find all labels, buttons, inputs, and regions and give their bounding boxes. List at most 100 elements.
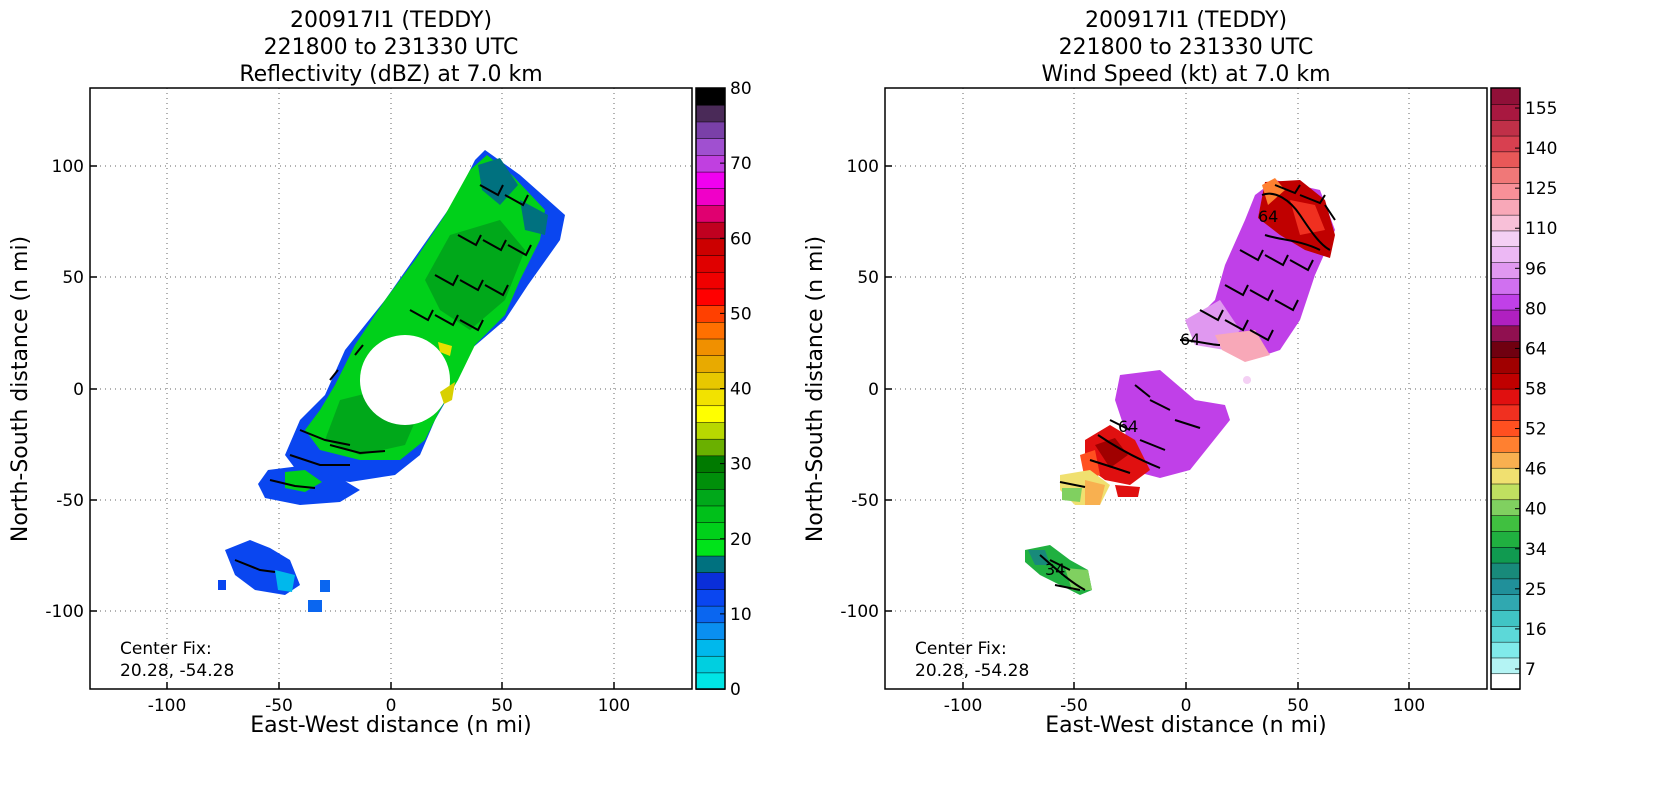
- colorbar-segment: [1490, 578, 1521, 595]
- y-tick-label: -100: [45, 602, 84, 622]
- colorbar-segment: [1490, 119, 1521, 137]
- y-tick-label: -50: [851, 491, 879, 511]
- colorbar-segment: [1490, 514, 1521, 532]
- x-tick-label: -50: [1060, 696, 1088, 716]
- colorbar-segment: [1490, 182, 1521, 200]
- reflectivity-colorbar-labels: 0 10 20 30 40 50 60 70 80: [720, 79, 752, 700]
- wind-barb: [1274, 184, 1301, 195]
- wind-ylabel: North-South distance (n mi): [803, 236, 828, 542]
- colorbar-segment: [695, 187, 726, 206]
- contour-64: [1261, 192, 1331, 251]
- wind-field: [1025, 178, 1335, 595]
- x-tick-label: -100: [148, 696, 187, 716]
- colorbar-segment: [1490, 609, 1521, 627]
- contour-34: [1039, 554, 1086, 591]
- reflectivity-teal: [478, 158, 518, 205]
- colorbar-segment: [695, 388, 726, 407]
- wind-barb: [1109, 419, 1131, 431]
- colorbar-segment: [1490, 404, 1521, 421]
- wind-barb: [1054, 584, 1081, 591]
- wind-barb: [459, 319, 484, 332]
- wind-barb: [484, 284, 509, 297]
- wind-xticklabels: -100 -50 0 50 100: [944, 696, 1426, 716]
- reflectivity-eye: [360, 335, 450, 425]
- colorbar-segment: [695, 471, 726, 490]
- wind-barb: [299, 429, 351, 446]
- colorbar-tick-label: 155: [1525, 99, 1557, 119]
- colorbar-segment: [1490, 641, 1521, 659]
- colorbar-segment: [695, 354, 726, 373]
- colorbar-tick-label: 16: [1525, 620, 1547, 640]
- colorbar-tick-label: 7: [1525, 660, 1536, 680]
- wind-colorbar: [1490, 87, 1521, 690]
- colorbar-segment: [695, 221, 726, 240]
- colorbar-segment: [695, 238, 726, 256]
- x-tick-label: 0: [1181, 696, 1192, 716]
- wind-barb: [1224, 284, 1249, 297]
- colorbar-segment: [1490, 245, 1521, 263]
- reflectivity-eyewall-yellow: [438, 342, 452, 356]
- wind-red-patch: [1115, 485, 1140, 497]
- reflectivity-ticks: [90, 165, 615, 689]
- wind-barb: [1274, 299, 1299, 312]
- colorbar-segment: [1490, 435, 1521, 453]
- wind-barb: [1249, 289, 1274, 302]
- colorbar-segment: [695, 104, 726, 123]
- colorbar-segment: [695, 438, 726, 457]
- wind-pink: [1215, 330, 1270, 362]
- colorbar-tick-label: 40: [730, 380, 752, 400]
- colorbar-segment: [1490, 530, 1521, 548]
- colorbar-segment: [695, 271, 726, 290]
- colorbar-segment: [1490, 625, 1521, 643]
- contour-label: 64: [1180, 330, 1200, 349]
- colorbar-segment: [695, 488, 726, 507]
- y-tick-label: 0: [73, 380, 84, 400]
- colorbar-segment: [695, 338, 726, 356]
- reflectivity-teal: [520, 200, 548, 235]
- wind-center-fix-label: Center Fix:: [915, 639, 1007, 659]
- wind-barb: [1224, 319, 1249, 332]
- panel-reflectivity: 200917I1 (TEDDY) 221800 to 231330 UTC Re…: [8, 8, 752, 738]
- colorbar-segment: [1490, 372, 1521, 390]
- contour-64: [1097, 434, 1161, 469]
- colorbar-segment: [695, 421, 726, 440]
- colorbar-segment: [1490, 309, 1521, 327]
- wind-barb: [459, 279, 484, 292]
- colorbar-segment: [695, 137, 726, 156]
- colorbar-segment: [695, 87, 726, 106]
- colorbar-tick-label: 110: [1525, 219, 1557, 239]
- x-tick-label: -100: [944, 696, 983, 716]
- wind-barb: [1059, 481, 1086, 488]
- wind-grid: [885, 88, 1487, 689]
- wind-barb: [1089, 459, 1131, 474]
- wind-barb: [504, 194, 529, 207]
- reflectivity-title-line-3: Reflectivity (dBZ) at 7.0 km: [239, 62, 542, 87]
- wind-wind-barbs: [1049, 184, 1336, 591]
- colorbar-tick-label: 52: [1525, 420, 1547, 440]
- wind-orange-edge: [1262, 178, 1285, 205]
- reflectivity-field: [218, 150, 565, 612]
- y-tick-label: 0: [868, 380, 879, 400]
- colorbar-segment: [1490, 340, 1521, 358]
- x-tick-label: 0: [386, 696, 397, 716]
- wind-barb: [234, 559, 276, 573]
- contour-label: 64: [1118, 417, 1138, 436]
- colorbar-segment: [1490, 388, 1521, 406]
- colorbar-segment: [695, 254, 726, 273]
- wind-barb: [507, 244, 532, 257]
- wind-barb: [1249, 329, 1274, 342]
- wind-light-green: [1062, 488, 1082, 502]
- wind-barb: [1299, 194, 1326, 205]
- colorbar-segment: [695, 672, 726, 690]
- colorbar-tick-label: 46: [1525, 460, 1547, 480]
- reflectivity-ylabel: North-South distance (n mi): [8, 236, 33, 542]
- contour-64: [1264, 234, 1321, 251]
- colorbar-segment: [1490, 483, 1521, 501]
- x-tick-label: 100: [1393, 696, 1425, 716]
- colorbar-segment: [1490, 198, 1521, 216]
- colorbar-segment: [695, 121, 726, 139]
- wind-title-line-2: 221800 to 231330 UTC: [1059, 35, 1314, 60]
- wind-barb: [434, 274, 459, 287]
- wind-pink-dot: [1243, 376, 1251, 384]
- colorbar-segment: [1490, 562, 1521, 580]
